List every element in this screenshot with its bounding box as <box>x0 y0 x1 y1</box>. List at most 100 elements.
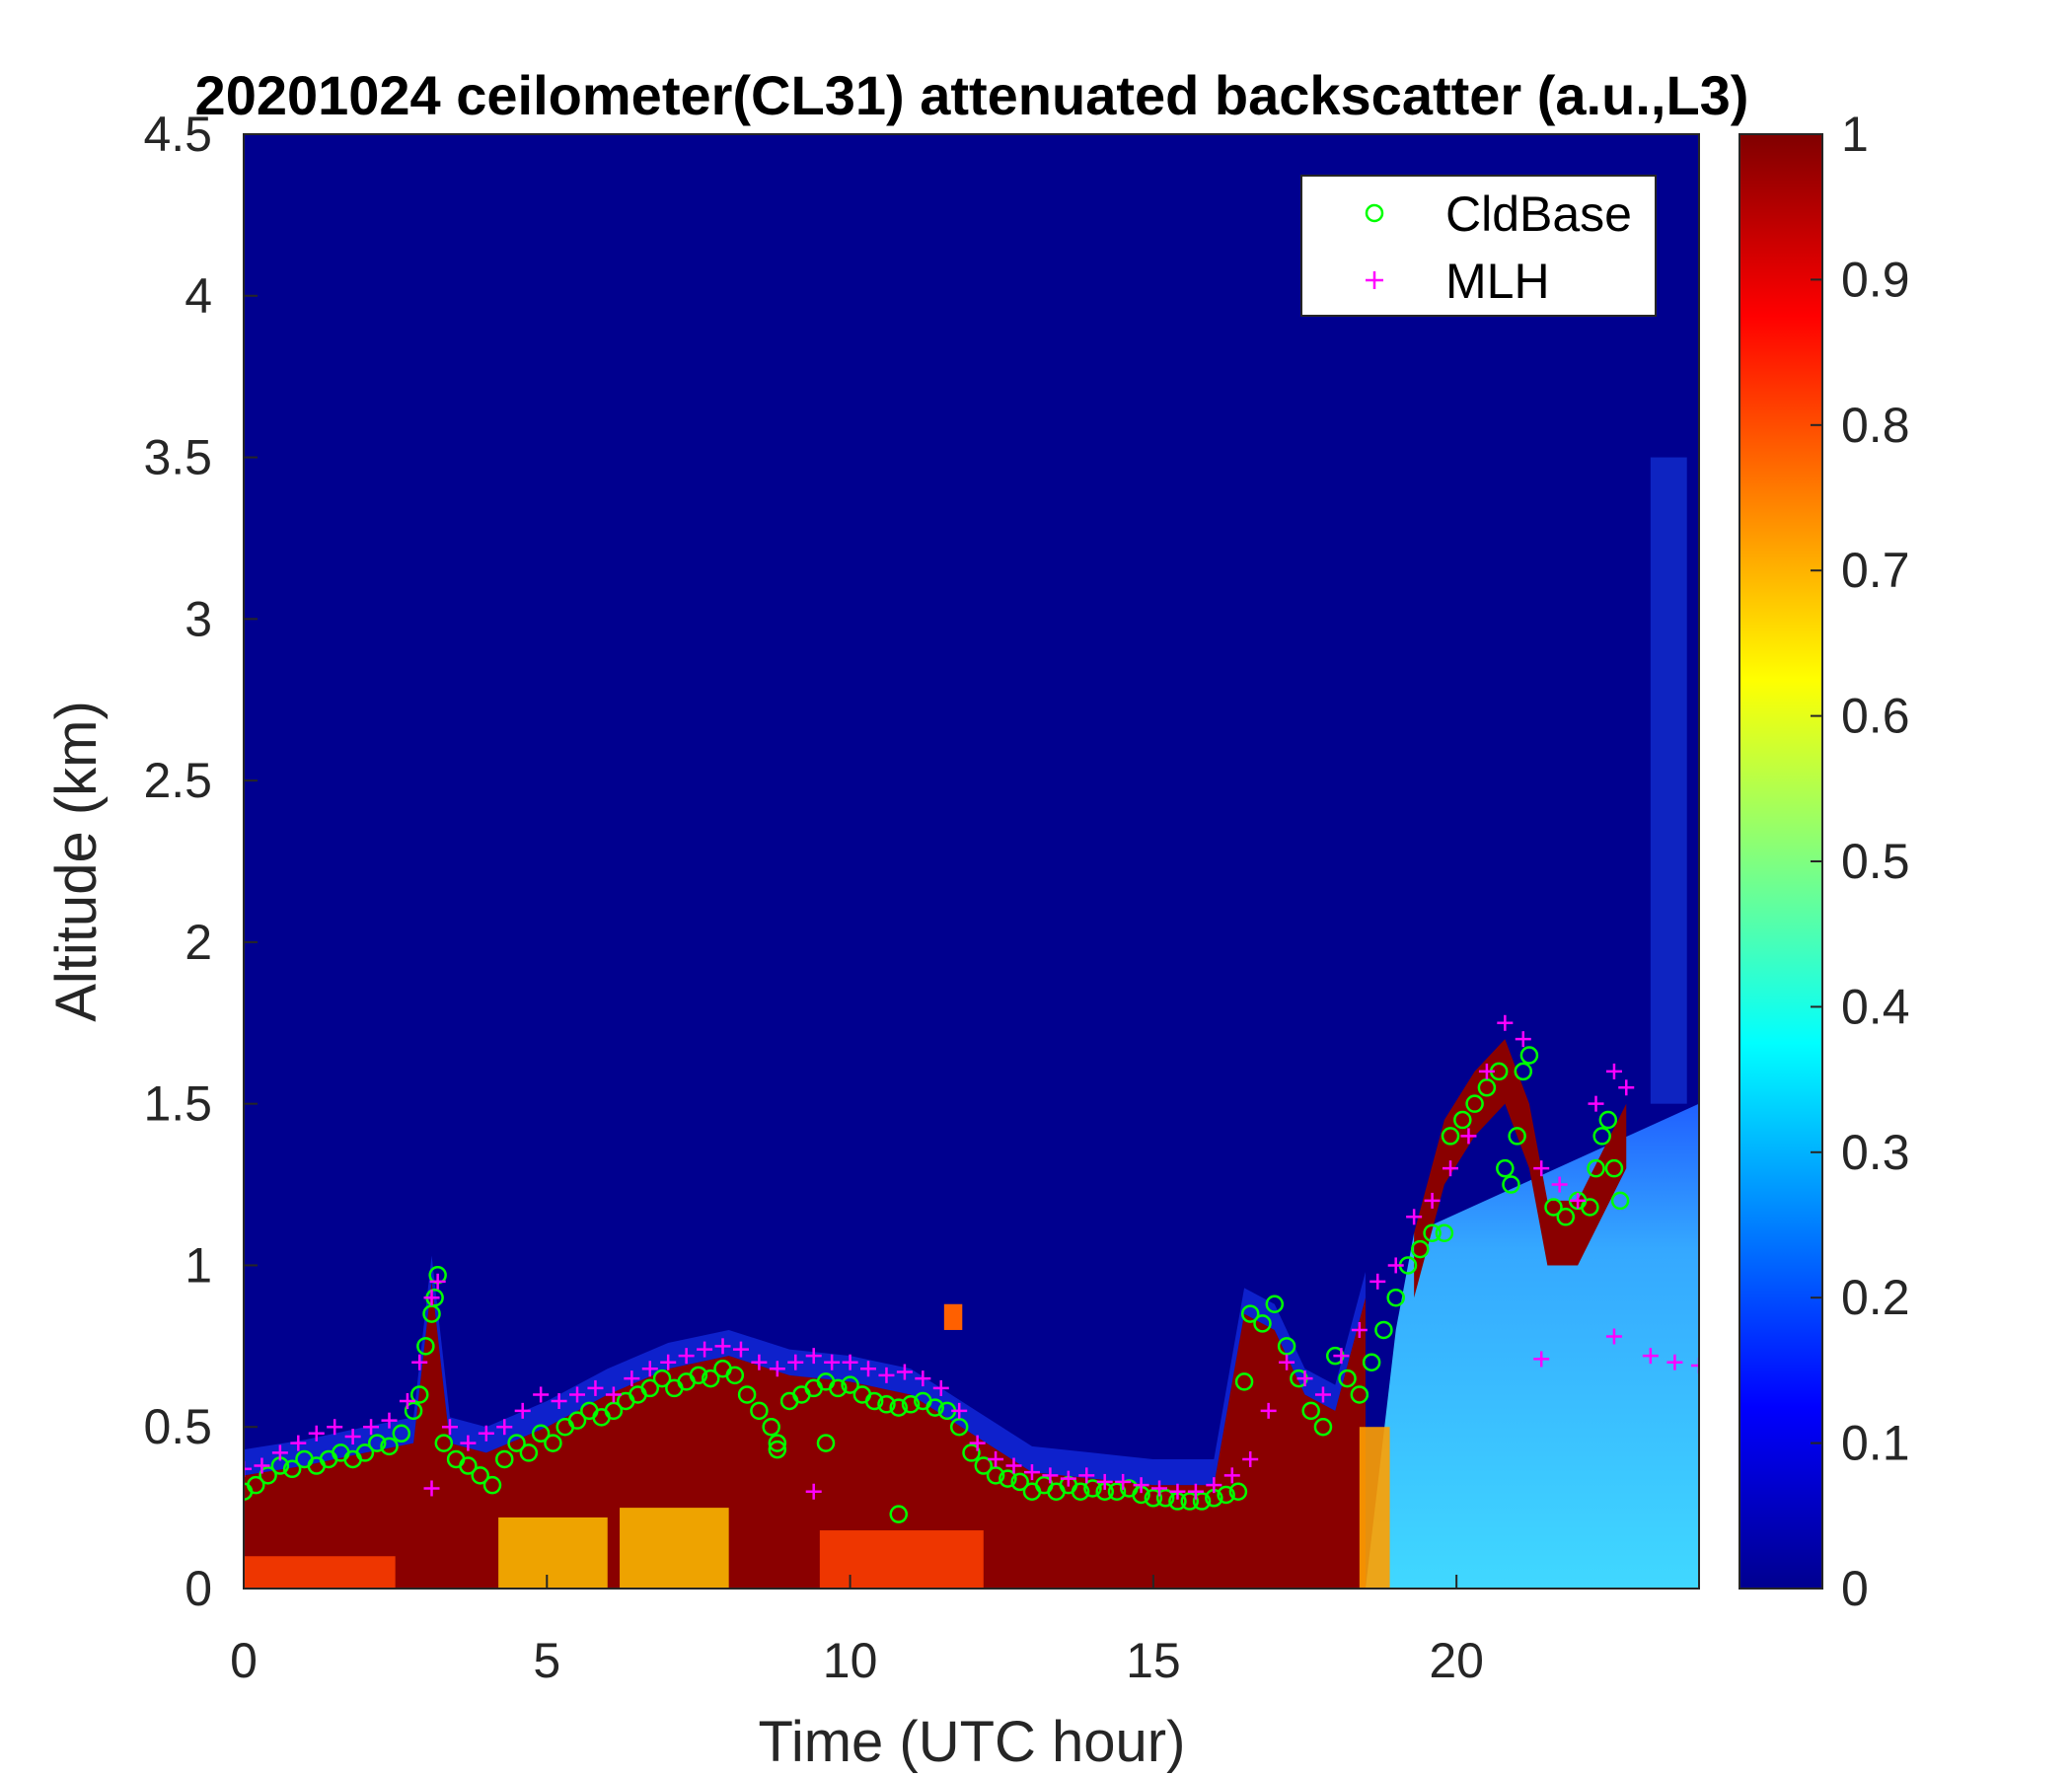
y-tick-label: 3 <box>185 591 212 646</box>
cldbase-point <box>1253 1314 1272 1333</box>
mlh-point <box>1551 1176 1568 1193</box>
cldbase-point <box>1519 1046 1539 1065</box>
x-tick-label: 5 <box>533 1633 560 1688</box>
ground-hot-patch <box>244 1556 396 1589</box>
cldbase-point <box>1508 1127 1526 1146</box>
cldbase-point <box>434 1434 454 1452</box>
cldbase-point <box>1277 1337 1296 1356</box>
noise-fringe <box>244 1255 1366 1486</box>
colorbar-tick-label: 0.2 <box>1841 1270 1910 1325</box>
cldbase-point <box>762 1417 780 1437</box>
mlh-point <box>896 1364 913 1380</box>
mlh-point <box>1605 1328 1622 1345</box>
cldbase-point <box>1604 1158 1624 1178</box>
mlh-point <box>327 1419 343 1436</box>
mlh-point <box>1296 1370 1313 1387</box>
mlh-point <box>1460 1128 1477 1145</box>
cldbase-point <box>282 1459 302 1479</box>
cldbase-point <box>567 1411 587 1430</box>
cldbase-point <box>1386 1288 1405 1307</box>
mlh-point <box>1314 1386 1331 1403</box>
mlh-point <box>1042 1467 1059 1484</box>
cldbase-point <box>841 1375 859 1394</box>
cldbase-point <box>1010 1472 1029 1492</box>
mlh-point <box>1443 1160 1459 1177</box>
cldbase-point <box>404 1401 423 1421</box>
cldbase-point <box>1362 1353 1381 1371</box>
mlh-point <box>624 1370 640 1387</box>
cldbase-point <box>1592 1127 1611 1146</box>
mlh-point <box>441 1419 458 1436</box>
legend-mlh-label: MLH <box>1445 254 1550 309</box>
cldbase-point <box>355 1443 375 1462</box>
x-tick-label: 20 <box>1429 1633 1484 1688</box>
saturated-layer <box>244 1281 1366 1589</box>
mlh-point <box>1115 1473 1132 1490</box>
colorbar-tick-label: 0.8 <box>1841 398 1910 453</box>
mlh-point <box>308 1425 325 1442</box>
mlh-point <box>411 1354 428 1370</box>
mlh-point <box>1642 1348 1659 1365</box>
cldbase-point <box>816 1434 836 1452</box>
transition-strip <box>1359 1427 1390 1589</box>
mlh-point <box>460 1435 477 1451</box>
mlh-point <box>860 1361 877 1377</box>
cldbase-point <box>1301 1401 1320 1421</box>
colorbar-tick-label: 0 <box>1841 1561 1869 1616</box>
cldbase-point <box>652 1369 672 1388</box>
cldbase-point <box>604 1401 624 1421</box>
y-axis: 0 0.5 1 1.5 2 2.5 3 3.5 4 4.5 <box>143 107 258 1616</box>
mlh-point <box>605 1386 622 1403</box>
mlh-point <box>533 1386 550 1403</box>
cldbase-point <box>1610 1191 1630 1211</box>
cldbase-point <box>1313 1417 1333 1437</box>
mlh-point <box>496 1419 513 1436</box>
cldbase-point <box>1240 1304 1260 1323</box>
colorbar-tick-label: 0.6 <box>1841 689 1910 744</box>
colorbar-tick-label: 0.9 <box>1841 252 1910 307</box>
mlh-point <box>1187 1483 1204 1500</box>
x-tick-label: 10 <box>823 1633 878 1688</box>
mlh-point <box>1424 1192 1441 1209</box>
ground-hot-patch <box>819 1530 984 1589</box>
mlh-point <box>769 1361 785 1377</box>
plot-area <box>244 134 1699 1589</box>
mlh-point <box>714 1338 731 1355</box>
y-tick-label: 3.5 <box>143 430 212 485</box>
legend: CldBase MLH <box>1300 175 1657 317</box>
cldbase-point <box>640 1378 660 1398</box>
cldbase-point <box>768 1434 787 1452</box>
cldbase-point <box>737 1385 757 1404</box>
cldbase-point <box>1441 1127 1460 1146</box>
legend-box <box>1300 175 1657 317</box>
mlh-point <box>1497 1014 1514 1031</box>
colorbar-scale <box>1739 133 1823 1590</box>
mlh-point <box>1351 1321 1368 1338</box>
artifact-patch <box>943 1303 963 1330</box>
cldbase-point <box>1544 1198 1563 1217</box>
cldbase-point <box>750 1401 769 1421</box>
colorbar-tick-label: 0.5 <box>1841 834 1910 889</box>
cldbase-point <box>409 1385 429 1404</box>
cldbase-point <box>1071 1482 1090 1501</box>
mlh-point <box>951 1402 968 1419</box>
cldbase-point <box>1411 1239 1430 1259</box>
mlh-point <box>660 1354 677 1370</box>
mlh-point <box>1223 1467 1240 1484</box>
cldbase-point <box>471 1466 489 1485</box>
mlh-point <box>805 1483 822 1500</box>
cldbase-point <box>1228 1482 1248 1501</box>
legend-mlh-marker <box>1366 271 1383 289</box>
cldbase-point <box>1350 1385 1369 1404</box>
cldbase-point <box>392 1424 411 1443</box>
mlh-point <box>842 1354 858 1370</box>
mlh-point <box>1605 1063 1622 1079</box>
mlh-point <box>732 1341 749 1358</box>
cldbase-point <box>1496 1158 1515 1178</box>
colorbar: 0 0.1 0.2 0.3 0.4 0.5 0.6 0.7 0.8 0.9 1 <box>1739 107 1910 1616</box>
mlh-point <box>1691 1357 1699 1373</box>
cldbase-point <box>1217 1485 1235 1505</box>
y-axis-label: Altitude (km) <box>44 701 109 1022</box>
cldbase-point <box>1374 1320 1393 1340</box>
